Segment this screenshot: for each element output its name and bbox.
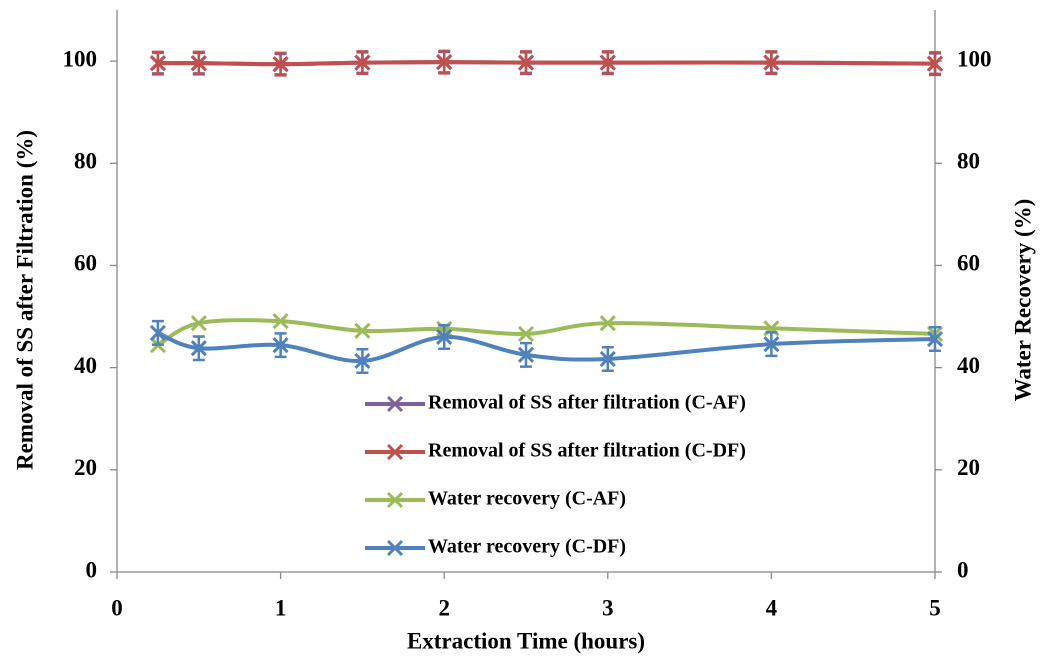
legend-marker (386, 491, 404, 509)
y2-tick-label: 0 (957, 557, 969, 582)
y2-tick-label: 80 (957, 149, 980, 174)
x-tick-label: 4 (766, 595, 778, 620)
marker (517, 325, 535, 342)
marker (599, 315, 616, 332)
series-line (156, 318, 936, 347)
marker (436, 328, 453, 346)
legend-marker (386, 395, 404, 413)
y2-tick-label: 40 (957, 353, 980, 378)
y-tick-label: 40 (74, 353, 97, 378)
x-tick-label: 1 (275, 595, 287, 620)
marker (149, 324, 166, 341)
y2-axis-title: Water Recovery (%) (1010, 199, 1035, 402)
legend-label: Removal of SS after filtration (C-AF) (428, 392, 746, 414)
marker (517, 346, 535, 363)
x-axis-title: Extraction Time (hours) (407, 628, 645, 653)
x-tick-label: 3 (602, 595, 614, 620)
legend-marker (386, 443, 404, 461)
marker (926, 55, 944, 72)
marker (354, 54, 371, 71)
y-axis-title: Removal of SS after Filtration (%) (12, 130, 37, 470)
marker (436, 54, 453, 71)
y2-tick-label: 100 (957, 46, 992, 71)
y-tick-label: 80 (74, 149, 97, 174)
series-line (157, 331, 936, 363)
marker (272, 56, 289, 73)
y2-tick-label: 20 (957, 455, 980, 480)
legend-label: Water recovery (C-DF) (428, 536, 626, 558)
marker (272, 313, 289, 330)
x-tick-label: 2 (438, 595, 450, 620)
marker (763, 336, 780, 353)
marker (190, 340, 207, 357)
y-tick-label: 100 (63, 46, 98, 71)
legend-label: Removal of SS after filtration (C-DF) (428, 440, 746, 462)
y-tick-label: 0 (86, 557, 98, 582)
marker (354, 352, 371, 370)
y-tick-label: 60 (74, 251, 97, 276)
y-tick-label: 20 (74, 455, 97, 480)
marker (599, 350, 616, 368)
marker (599, 54, 616, 71)
marker (272, 337, 289, 354)
marker (354, 322, 371, 339)
marker (763, 54, 780, 71)
marker (190, 55, 207, 72)
series-line (157, 60, 936, 67)
marker (190, 315, 207, 332)
marker (149, 55, 166, 72)
x-tick-label: 5 (929, 595, 941, 620)
y2-tick-label: 60 (957, 251, 980, 276)
marker (517, 54, 535, 71)
legend-label: Water recovery (C-AF) (428, 488, 626, 510)
x-tick-label: 0 (111, 595, 123, 620)
legend-marker (386, 539, 404, 557)
marker (926, 330, 944, 348)
